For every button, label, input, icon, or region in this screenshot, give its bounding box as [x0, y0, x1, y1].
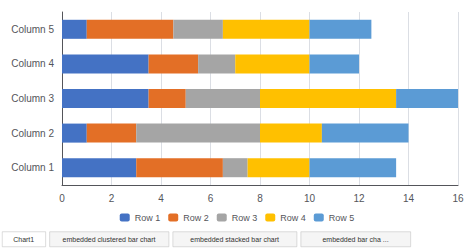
svg-text:Column 4: Column 4 [11, 58, 54, 69]
svg-text:Row 2: Row 2 [183, 213, 209, 223]
svg-text:10: 10 [304, 193, 316, 204]
svg-text:12: 12 [353, 193, 365, 204]
svg-text:Column 1: Column 1 [11, 162, 54, 173]
svg-text:16: 16 [452, 193, 464, 204]
svg-text:14: 14 [403, 193, 415, 204]
svg-text:Column 5: Column 5 [11, 24, 54, 35]
svg-text:embedded clustered bar chart: embedded clustered bar chart [63, 236, 156, 243]
svg-text:2: 2 [109, 193, 115, 204]
svg-text:6: 6 [208, 193, 214, 204]
svg-text:Row 4: Row 4 [280, 213, 306, 223]
svg-text:4: 4 [158, 193, 164, 204]
svg-text:Column 2: Column 2 [11, 128, 54, 139]
svg-text:Chart1: Chart1 [13, 236, 34, 243]
svg-text:embedded stacked bar chart: embedded stacked bar chart [190, 236, 279, 243]
svg-text:Row 5: Row 5 [329, 213, 355, 223]
svg-text:Row 3: Row 3 [232, 213, 258, 223]
svg-text:embedded bar cha ...: embedded bar cha ... [322, 236, 388, 243]
svg-text:Column 3: Column 3 [11, 93, 54, 104]
svg-text:0: 0 [59, 193, 65, 204]
svg-text:Row 1: Row 1 [135, 213, 161, 223]
svg-text:8: 8 [257, 193, 263, 204]
